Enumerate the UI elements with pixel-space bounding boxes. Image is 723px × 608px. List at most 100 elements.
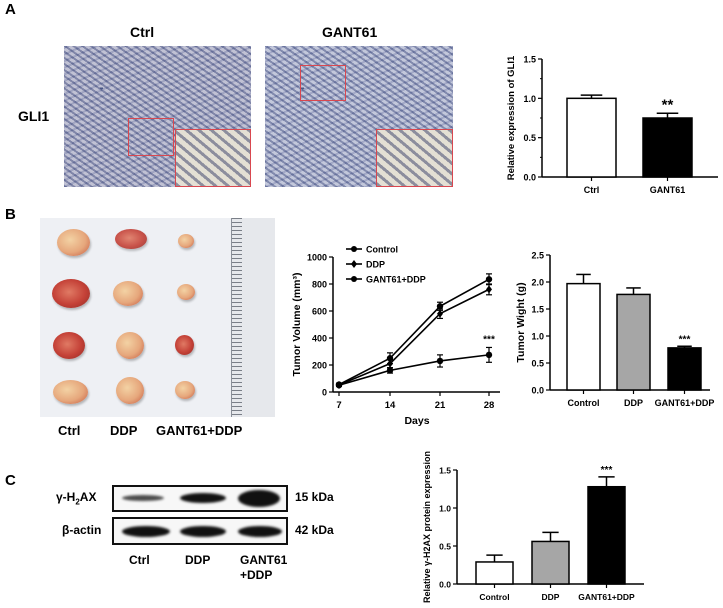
data-point [436, 303, 444, 310]
bar-ctrl [566, 97, 617, 178]
significance-marker: *** [601, 465, 613, 476]
panel-letter-c: C [5, 472, 16, 489]
ihc-col-label-ctrl: Ctrl [130, 24, 155, 40]
data-point [485, 351, 493, 359]
tumor [175, 335, 194, 355]
y-axis-label: Tumor Wight (g) [515, 282, 527, 362]
x-tick-label: 14 [385, 400, 396, 411]
band [238, 526, 282, 537]
significance-marker: *** [679, 334, 691, 345]
zoom-region-box [128, 118, 174, 156]
y-tick-label: 0.0 [439, 580, 451, 590]
tumor [175, 381, 195, 399]
y-tick-label: 1.5 [531, 305, 544, 315]
series-line-gant61-ddp [338, 354, 490, 387]
x-tick-label: GANT61+DDP [655, 398, 715, 408]
chart-tumor-volume: 0 200 400 600 800 1000 7 14 21 28 Days Tumor Volume… [291, 245, 500, 427]
tumor [53, 380, 88, 404]
chart-gli1-expression: 0.0 0.5 1.0 1.5 Ctrl GANT61 ** Relative express… [506, 55, 718, 195]
data-point [485, 276, 493, 283]
x-axis-label: Days [404, 415, 429, 427]
x-tick-label: DDP [542, 592, 560, 602]
y-tick-label: 2.5 [531, 251, 544, 261]
band [238, 490, 280, 507]
y-tick-label: 1.0 [531, 332, 544, 342]
ruler [231, 218, 275, 417]
significance-marker: *** [483, 334, 495, 345]
tumor [52, 279, 90, 308]
chart-h2ax-expression: 0.0 0.5 1.0 1.5 Control DDP GANT61+DDP *** Relat… [422, 451, 644, 603]
y-axis-label: Tumor Volume (mm³) [291, 272, 303, 376]
kda-label-15: 15 kDa [295, 490, 334, 504]
tumor [177, 284, 195, 300]
tumor [57, 229, 90, 256]
y-tick-label: 400 [312, 334, 327, 344]
x-tick-label: 7 [336, 400, 341, 411]
bar-ddp [531, 540, 570, 585]
data-point [386, 367, 394, 374]
tumor [113, 281, 143, 306]
y-tick-label: 0.5 [531, 359, 544, 369]
y-tick-label: 600 [312, 307, 327, 317]
series-line-control [338, 278, 490, 386]
x-tick-label: GANT61 [650, 185, 686, 195]
ihc-image-ctrl [64, 46, 251, 187]
blot-label-h2ax: γ-H2AX [56, 490, 97, 507]
band [180, 493, 226, 503]
chart-tumor-weight: 0.0 0.5 1.0 1.5 2.0 2.5 Control DDP GANT61+DDP **… [515, 251, 715, 409]
y-tick-label: 1.5 [523, 55, 536, 65]
data-point [335, 382, 343, 389]
x-tick-label: DDP [624, 398, 643, 408]
y-axis-label: Relative expression of GLI1 [506, 55, 517, 180]
x-tick-label: 21 [435, 400, 446, 411]
ihc-row-label-gli1: GLI1 [18, 108, 50, 124]
bar-control [475, 561, 514, 585]
data-point [486, 285, 492, 294]
bar-control [566, 282, 601, 391]
y-tick-label: 1.0 [439, 504, 451, 514]
y-axis-label: Relative γ-H2AX protein expression [422, 451, 432, 603]
photo-label-ctrl: Ctrl [58, 423, 81, 438]
band [122, 526, 170, 537]
panel-letter-a: A [5, 1, 16, 18]
zoom-inset [376, 129, 453, 187]
bar-gant61 [642, 117, 693, 178]
x-tick-label: Control [479, 592, 509, 602]
data-point [437, 309, 443, 318]
legend-label: GANT61+DDP [366, 275, 426, 285]
data-point [436, 357, 444, 365]
x-tick-label: Ctrl [584, 185, 600, 195]
tumor [53, 332, 85, 359]
y-tick-label: 800 [312, 280, 327, 290]
tumor-photo [40, 218, 275, 417]
y-tick-label: 0.5 [523, 133, 536, 143]
y-tick-label: 200 [312, 361, 327, 371]
y-tick-label: 1000 [307, 253, 327, 263]
bar-ddp [616, 293, 651, 391]
y-tick-label: 0.5 [439, 542, 451, 552]
y-tick-label: 0.0 [523, 173, 536, 183]
x-tick-label: Control [568, 398, 600, 408]
zoom-inset [175, 129, 251, 187]
data-point [387, 359, 393, 368]
significance-marker: ** [662, 96, 674, 113]
x-tick-label: GANT61+DDP [578, 592, 635, 602]
lane-label-ddp: DDP [185, 553, 211, 567]
zoom-region-box [300, 65, 346, 101]
tumor [116, 377, 144, 404]
tumor [178, 234, 194, 248]
kda-label-42: 42 kDa [295, 523, 334, 537]
y-tick-label: 1.0 [523, 94, 536, 104]
western-blot-h2ax [112, 485, 288, 512]
tumor [115, 229, 147, 249]
photo-label-gant61-ddp: GANT61+DDP [156, 423, 243, 438]
legend-label: DDP [366, 260, 385, 270]
bar-gant61-ddp [587, 485, 626, 585]
y-tick-label: 0.0 [531, 386, 544, 396]
series-line-ddp [338, 288, 490, 386]
ihc-col-label-gant61: GANT61 [322, 24, 378, 40]
y-tick-label: 1.5 [439, 466, 451, 476]
band [122, 495, 164, 501]
ihc-image-gant61 [265, 46, 453, 187]
y-tick-label: 2.0 [531, 278, 544, 288]
